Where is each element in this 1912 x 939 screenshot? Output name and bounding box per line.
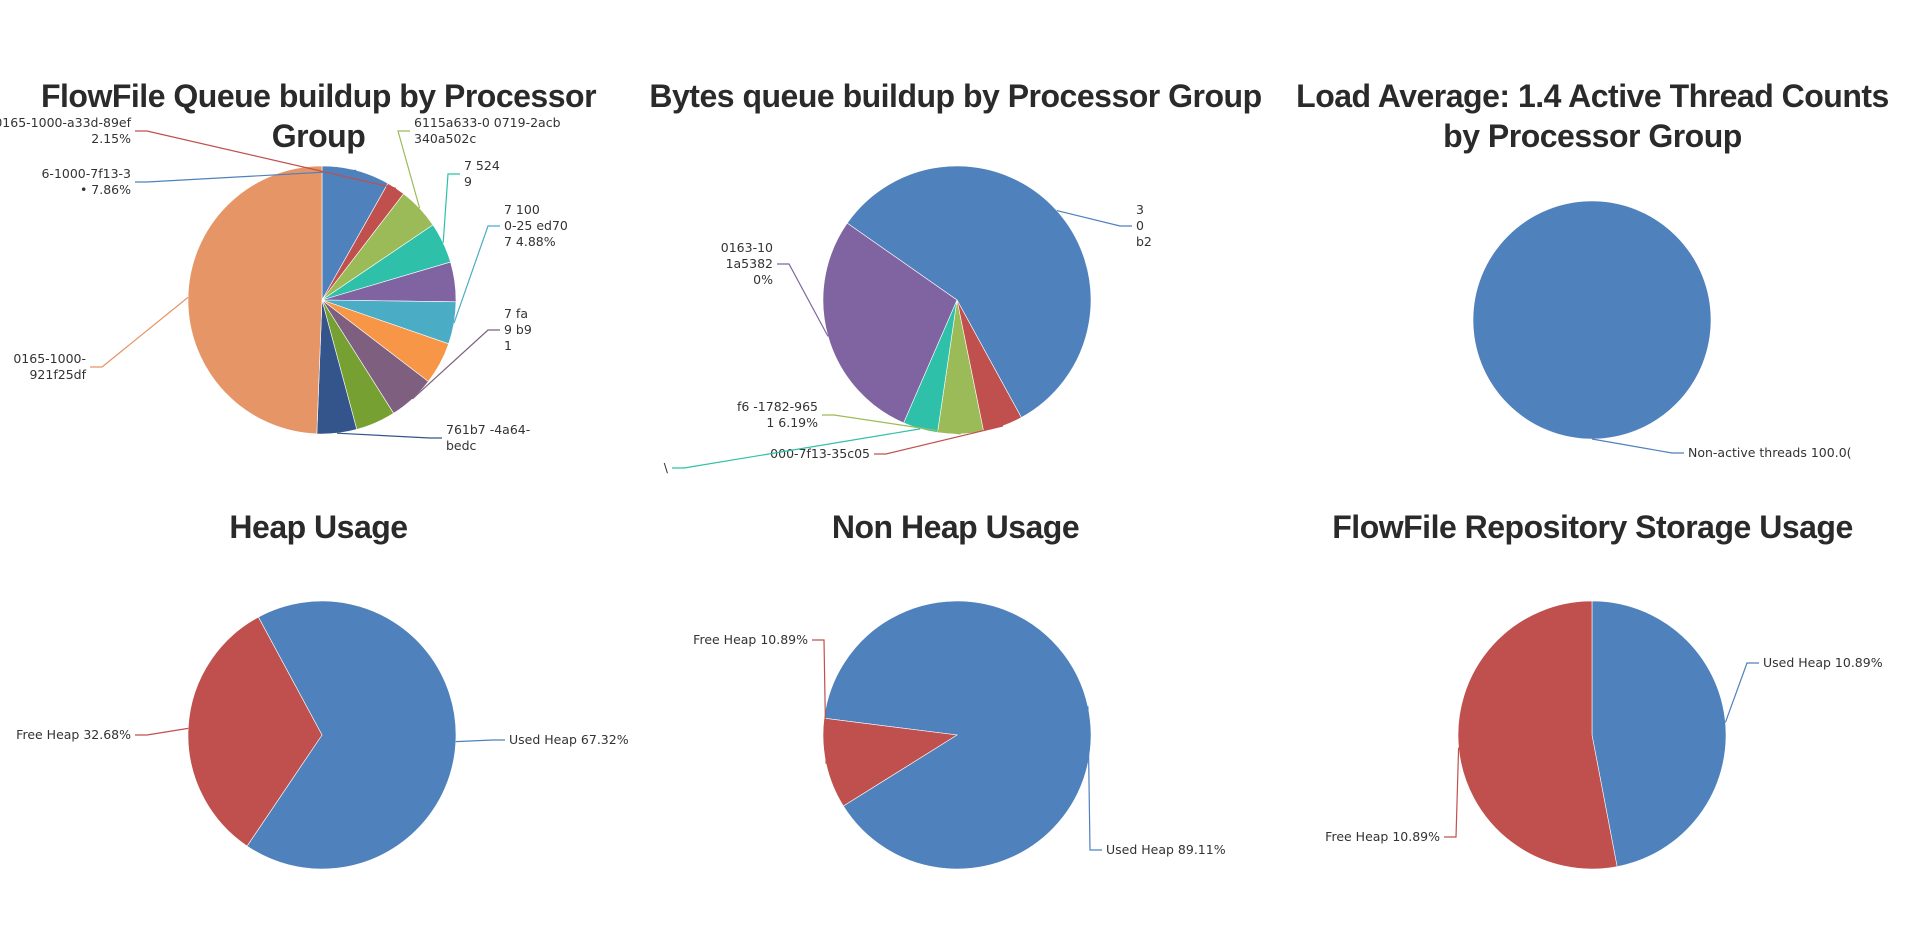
pie-chart-flowfile-queue: 6-1000-7f13-3• 7.86% 4-0165-1000-a33d-89e… bbox=[0, 115, 568, 453]
pie-chart-non-heap-usage: Used Heap 89.11% Free Heap 10.89% bbox=[693, 600, 1226, 870]
slice-label: b2 bbox=[1136, 234, 1152, 249]
pie-chart-repository-storage: Used Heap 10.89% Free Heap 10.89% bbox=[1325, 600, 1883, 870]
pie-chart-active-threads: Non-active threads 100.0( bbox=[1472, 200, 1852, 460]
slice-label: 0-25 ed70 bbox=[504, 218, 568, 233]
pie-slices bbox=[1457, 600, 1727, 870]
slice-label: \ bbox=[664, 460, 669, 475]
chart-title: Non Heap Usage bbox=[831, 509, 1080, 545]
slice-label: 0163-10 bbox=[721, 240, 773, 255]
chart-panel-active-threads: Load Average: 1.4 Active Thread Counts b… bbox=[1274, 60, 1911, 490]
chart-title: Load Average: 1.4 Active Thread Counts b… bbox=[1296, 78, 1889, 154]
label-leader-line bbox=[453, 225, 500, 324]
pie-slice[interactable] bbox=[822, 222, 958, 424]
slice-label: 7 100 bbox=[504, 202, 540, 217]
pie-slices bbox=[822, 165, 1092, 435]
pie-slice[interactable] bbox=[187, 165, 323, 435]
label-leader-line bbox=[135, 169, 357, 183]
pie-slices bbox=[1472, 200, 1712, 440]
label-leader-line bbox=[336, 432, 442, 439]
chart-title: Heap Usage bbox=[229, 509, 408, 545]
label-leader-line bbox=[874, 425, 1004, 455]
slice-label: • 7.86% bbox=[80, 182, 131, 197]
slice-label: 921f25df bbox=[29, 367, 86, 382]
chart-title: FlowFile Repository Storage Usage bbox=[1332, 509, 1853, 545]
slice-label: 1 6.19% bbox=[766, 415, 818, 430]
slice-label: 9 b9 bbox=[504, 322, 532, 337]
slice-label: 340a502c bbox=[414, 131, 476, 146]
label-leader-line bbox=[411, 329, 500, 400]
slice-label: 761b7 -4a64- bbox=[446, 422, 530, 437]
pie-slice[interactable] bbox=[187, 616, 323, 847]
label-leader-line bbox=[777, 263, 829, 337]
slice-label: Free Heap 10.89% bbox=[693, 632, 808, 647]
label-leader-line bbox=[90, 296, 189, 368]
pie-chart-heap-usage: Used Heap 67.32% Free Heap 32.68% bbox=[16, 600, 629, 870]
label-leader-line bbox=[397, 130, 421, 209]
slice-label: 4-0165-1000-a33d-89ef bbox=[0, 115, 132, 130]
pie-slice[interactable] bbox=[1472, 200, 1712, 440]
slice-label: Free Heap 32.68% bbox=[16, 727, 131, 742]
label-leader-line bbox=[135, 727, 189, 736]
slice-label: 000-7f13-35c05 bbox=[770, 446, 870, 461]
slice-label: Used Heap 10.89% bbox=[1763, 655, 1883, 670]
label-leader-line bbox=[442, 173, 460, 243]
chart-panel-bytes-queue: Bytes queue buildup by Processor Group 3… bbox=[637, 60, 1274, 490]
slice-label: Free Heap 10.89% bbox=[1325, 829, 1440, 844]
slice-label: 7 4.88% bbox=[504, 234, 556, 249]
pie-slices bbox=[187, 600, 457, 870]
slice-label: bedc bbox=[446, 438, 477, 453]
label-leader-line bbox=[1056, 210, 1132, 227]
slice-label: 3 bbox=[1136, 202, 1144, 217]
slice-label: 1a5382 bbox=[726, 256, 773, 271]
slice-label: 7 fa bbox=[504, 306, 528, 321]
chart-panel-repository-storage: FlowFile Repository Storage Usage Used H… bbox=[1274, 495, 1911, 925]
chart-panel-non-heap-usage: Non Heap Usage Used Heap 89.11% Free Heap… bbox=[637, 495, 1274, 925]
slice-label: Used Heap 89.11% bbox=[1106, 842, 1226, 857]
slice-label: 6-1000-7f13-3 bbox=[41, 166, 131, 181]
slice-label: 0165-1000- bbox=[13, 351, 86, 366]
slice-label: 2.15% bbox=[91, 131, 131, 146]
top-fade-strip bbox=[0, 0, 1912, 60]
pie-slice[interactable] bbox=[246, 600, 457, 870]
chart-title: FlowFile Queue buildup by Processor Grou… bbox=[40, 78, 597, 154]
slice-label: 1 bbox=[504, 338, 512, 353]
label-leader-line bbox=[1087, 706, 1102, 851]
pie-slices bbox=[187, 165, 457, 435]
label-leader-line bbox=[455, 739, 505, 743]
slice-label: f6 -1782-965 bbox=[737, 399, 818, 414]
slice-label: Used Heap 67.32% bbox=[509, 732, 629, 747]
label-leader-line bbox=[1724, 662, 1759, 723]
chart-panel-flowfile-queue: FlowFile Queue buildup by Processor Grou… bbox=[0, 60, 637, 490]
slice-label: 9 bbox=[464, 174, 472, 189]
label-leader-line bbox=[822, 414, 961, 435]
slice-label: 0% bbox=[753, 272, 773, 287]
slice-label: 7 524 bbox=[464, 158, 500, 173]
label-leader-line bbox=[135, 130, 397, 189]
chart-title: Bytes queue buildup by Processor Group bbox=[649, 78, 1262, 114]
label-leader-line bbox=[1444, 747, 1460, 838]
pie-slice[interactable] bbox=[846, 165, 1092, 418]
slice-label: 6115a633-0 0719-2acb bbox=[414, 115, 561, 130]
label-leader-line bbox=[672, 428, 921, 469]
pie-slice[interactable] bbox=[1591, 600, 1727, 867]
slice-label: Non-active threads 100.0( bbox=[1688, 445, 1852, 460]
label-leader-line bbox=[812, 639, 827, 764]
label-leader-line bbox=[1591, 438, 1684, 454]
pie-slices bbox=[822, 600, 1092, 870]
slice-label: 0 bbox=[1136, 218, 1144, 233]
chart-panel-heap-usage: Heap Usage Used Heap 67.32% Free Heap 32.… bbox=[0, 495, 637, 925]
